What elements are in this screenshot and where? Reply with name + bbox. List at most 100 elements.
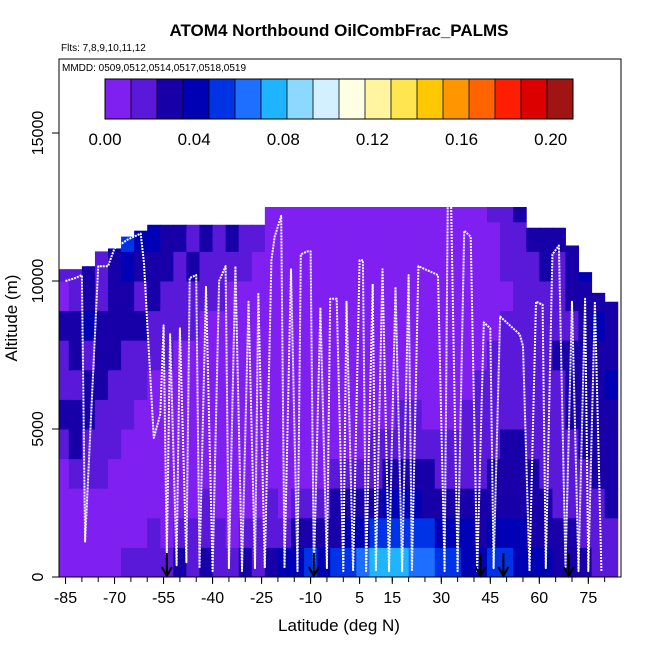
colorbar-swatch (313, 79, 340, 119)
plot-frame (58, 58, 622, 578)
curtain-cell (94, 251, 109, 282)
curtain-cell (500, 399, 514, 430)
curtain-cell (421, 488, 436, 519)
curtain-cell (160, 281, 174, 312)
curtain-cell (552, 399, 566, 430)
curtain-cell (526, 251, 540, 282)
x-tick-label: 30 (432, 590, 450, 607)
curtain-cell (108, 251, 122, 282)
curtain-cell (173, 310, 187, 341)
curtain-cell (500, 251, 514, 282)
curtain-cell (108, 310, 122, 341)
curtain-cell (578, 547, 593, 577)
curtain-cell (121, 517, 135, 548)
curtain-cell (356, 207, 370, 223)
curtain-cell (604, 429, 619, 460)
curtain-cell (160, 399, 174, 430)
curtain-cell (68, 517, 83, 548)
curtain-cell (565, 245, 580, 252)
curtain-cell (343, 547, 357, 577)
curtain-cell (447, 221, 462, 252)
colorbar-swatch (105, 79, 132, 119)
curtain-cell (94, 458, 109, 489)
curtain-cell (134, 281, 148, 312)
curtain-cell (238, 429, 253, 460)
flight-track-layer (65, 197, 603, 573)
curtain-cell (290, 488, 305, 519)
curtain-cell (212, 458, 227, 489)
curtain-cell (304, 488, 318, 519)
curtain-cell (290, 221, 305, 252)
curtain-cell (264, 281, 279, 312)
curtain-cell (487, 458, 501, 489)
curtain-cell (160, 224, 174, 252)
curtain-cell (264, 310, 279, 341)
curtain-cell (59, 517, 70, 548)
curtain-cell (526, 310, 540, 341)
curtain-cell (565, 281, 580, 312)
curtain-cell (473, 458, 488, 489)
curtain-cell (108, 488, 122, 519)
curtain-cell (526, 340, 540, 371)
curtain-cell (513, 429, 527, 460)
curtain-cell (94, 340, 109, 371)
curtain-cell (330, 517, 344, 548)
curtain-cell (81, 429, 96, 460)
curtain-cell (421, 340, 436, 371)
y-tick-label: 5000 (30, 411, 47, 447)
curtain-cell (421, 429, 436, 460)
curtain-cell (604, 488, 619, 519)
curtain-cell (304, 458, 318, 489)
curtain-cell (68, 281, 83, 312)
curtain-cell (447, 547, 462, 577)
curtain-cell (94, 399, 109, 430)
curtain-cell (108, 281, 122, 312)
curtain-cell (473, 340, 488, 371)
curtain-cell (591, 340, 606, 371)
curtain-cell (408, 369, 423, 400)
curtain-cell (121, 281, 135, 312)
curtain-cell (343, 399, 357, 430)
curtain-cell (434, 517, 449, 548)
curtain-cell (264, 221, 279, 252)
curtain-cell (317, 207, 331, 223)
curtain-cell (395, 281, 410, 312)
curtain-cell (212, 251, 227, 282)
curtain-cell (121, 429, 135, 460)
curtain-cell (68, 399, 83, 430)
curtain-cell (121, 547, 135, 577)
curtain-cell (487, 429, 501, 460)
y-tick-label: 10000 (30, 259, 47, 304)
curtain-cell (330, 251, 344, 282)
curtain-cell (408, 221, 423, 252)
x-tick-label: 75 (579, 590, 597, 607)
curtain-cell (513, 340, 527, 371)
curtain-cell (487, 221, 501, 252)
curtain-cell (539, 488, 553, 519)
curtain-cell (382, 429, 397, 460)
curtain-cell (121, 458, 135, 489)
curtain-cell (199, 547, 214, 577)
curtain-cell (487, 281, 501, 312)
curtain-cell (552, 340, 566, 371)
curtain-cell (500, 340, 514, 371)
curtain-cell (500, 429, 514, 460)
curtain-cell (121, 310, 135, 341)
curtain-cell (277, 429, 292, 460)
curtain-cell (290, 207, 305, 223)
curtain-cell (147, 224, 161, 252)
curtain-cell (81, 547, 96, 577)
curtain-cell (552, 547, 566, 577)
dates-label: MMDD: 0509,0512,0514,0517,0518,0519 (62, 63, 246, 74)
colorbar-tick-label: 0.00 (88, 130, 121, 149)
curtain-cell (460, 369, 475, 400)
curtain-cell (473, 429, 488, 460)
curtain-cell (526, 227, 540, 252)
curtain-cell (108, 369, 122, 400)
curtain-cell (473, 281, 488, 312)
curtain-cell (500, 221, 514, 252)
curtain-cell (212, 488, 227, 519)
curtain-cell (500, 281, 514, 312)
curtain-cell (59, 547, 70, 577)
curtain-cell (186, 517, 200, 548)
